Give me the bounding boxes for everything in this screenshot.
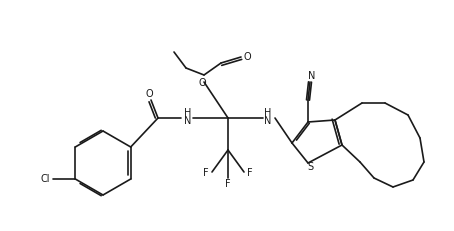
Text: O: O <box>145 89 153 99</box>
Text: O: O <box>198 78 206 88</box>
Text: Cl: Cl <box>40 174 50 184</box>
Text: F: F <box>225 179 231 189</box>
Text: O: O <box>243 52 251 62</box>
Text: S: S <box>307 162 313 172</box>
Text: H: H <box>184 108 192 118</box>
Text: F: F <box>203 168 209 178</box>
Text: F: F <box>247 168 253 178</box>
Text: N: N <box>184 116 192 126</box>
Text: H: H <box>264 108 271 118</box>
Text: N: N <box>264 116 271 126</box>
Text: N: N <box>308 71 316 81</box>
